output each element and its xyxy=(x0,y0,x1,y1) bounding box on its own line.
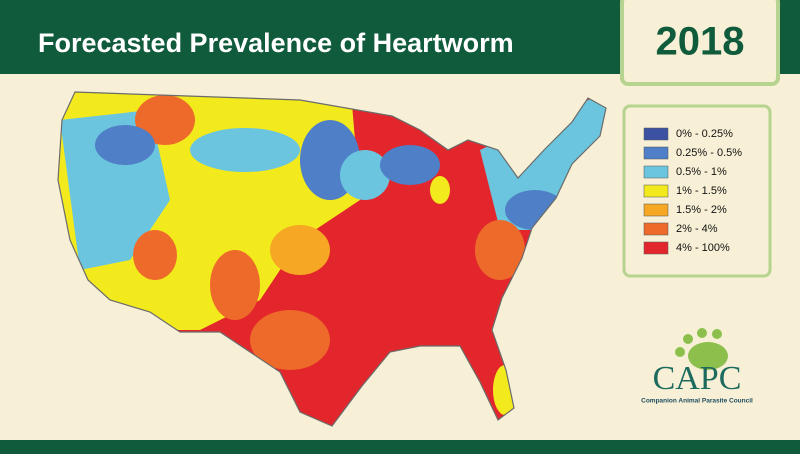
legend-swatch xyxy=(643,241,669,255)
legend-label: 2% - 4% xyxy=(676,223,718,235)
legend-label: 1% - 1.5% xyxy=(676,185,727,197)
map-region xyxy=(135,95,195,145)
paw-toe xyxy=(675,347,685,357)
map-region xyxy=(250,310,330,370)
legend-swatch xyxy=(643,203,669,217)
paw-pad xyxy=(688,342,728,370)
legend-swatch xyxy=(643,222,669,236)
paw-toe xyxy=(697,328,707,338)
map-region xyxy=(95,125,155,165)
legend-label: 0% - 0.25% xyxy=(676,128,733,140)
logo-tagline: Companion Animal Parasite Council xyxy=(641,398,753,405)
legend-label: 0.25% - 0.5% xyxy=(676,147,742,159)
map-region xyxy=(133,230,177,280)
legend-label: 0.5% - 1% xyxy=(676,166,727,178)
title: Forecasted Prevalence of Heartworm xyxy=(38,28,514,58)
legend-swatch xyxy=(643,127,669,141)
legend-label: 4% - 100% xyxy=(676,242,730,254)
map-region xyxy=(475,220,525,280)
paw-toe xyxy=(712,329,722,339)
year: 2018 xyxy=(656,20,745,64)
logo: CAPC Companion Animal Parasite Council xyxy=(641,328,753,405)
year-box xyxy=(620,0,780,86)
map-region xyxy=(190,128,300,172)
paw-toe xyxy=(683,334,693,344)
map-region xyxy=(380,145,440,185)
heat-map xyxy=(58,92,606,426)
map-region xyxy=(210,250,260,320)
map-region xyxy=(430,176,450,204)
legend: 0% - 0.25% 0.25% - 0.5% 0.5% - 1% 1% - 1.5%… xyxy=(643,127,742,255)
map-region xyxy=(270,225,330,275)
footer-band xyxy=(0,440,800,454)
legend-swatch xyxy=(643,165,669,179)
legend-label: 1.5% - 2% xyxy=(676,204,727,216)
map-region xyxy=(340,150,390,200)
legend-swatch xyxy=(643,146,669,160)
legend-swatch xyxy=(643,184,669,198)
logo-name: CAPC xyxy=(653,360,742,397)
